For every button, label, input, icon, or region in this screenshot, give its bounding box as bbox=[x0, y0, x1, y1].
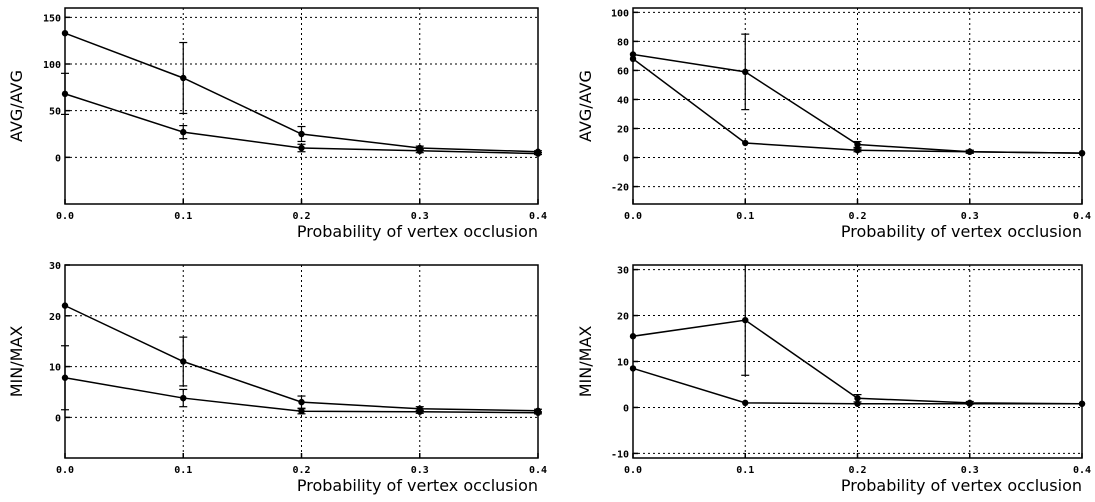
x-tick-label: 0.1 bbox=[174, 211, 192, 222]
data-point bbox=[180, 74, 187, 82]
x-axis-label: Probability of vertex occlusion bbox=[841, 476, 1082, 495]
x-tick-label: 0.0 bbox=[624, 465, 642, 476]
x-tick-label: 0.2 bbox=[848, 211, 866, 222]
y-tick-label: 10 bbox=[49, 363, 61, 374]
x-tick-label: 0.2 bbox=[292, 465, 310, 476]
y-tick-label: 40 bbox=[617, 95, 629, 106]
data-point bbox=[416, 147, 423, 154]
x-tick-label: 0.1 bbox=[174, 465, 192, 476]
data-point bbox=[1078, 149, 1086, 157]
data-point bbox=[180, 394, 187, 402]
y-tick-label: 20 bbox=[617, 312, 629, 323]
y-tick-label: 30 bbox=[617, 266, 629, 277]
x-tick-label: 0.3 bbox=[411, 465, 429, 476]
chart-panel: 0.0 0.1 0.2 0.3 0.4 0 50 100 150 Probability of v… bbox=[7, 7, 547, 241]
y-axis-label: AVG/AVG bbox=[576, 70, 595, 142]
y-tick-label: 0 bbox=[55, 413, 61, 424]
y-tick-label: 30 bbox=[49, 261, 61, 272]
y-axis-label: MIN/MAX bbox=[576, 326, 595, 398]
x-tick-label: 0.3 bbox=[961, 211, 979, 222]
x-axis-label: Probability of vertex occlusion bbox=[297, 222, 538, 241]
y-tick-label: 0 bbox=[623, 154, 629, 165]
y-tick-label: 80 bbox=[617, 37, 629, 48]
y-tick-label: 0 bbox=[55, 153, 61, 164]
y-tick-label: 10 bbox=[617, 358, 629, 369]
data-point bbox=[298, 408, 305, 415]
data-point bbox=[629, 333, 637, 340]
x-tick-label: 0.2 bbox=[292, 211, 310, 222]
x-tick-label: 0.4 bbox=[529, 211, 547, 222]
x-tick-label: 0.3 bbox=[961, 465, 979, 476]
chart-panel: 0.0 0.1 0.2 0.3 0.4 -10 0 10 20 30 Probability of … bbox=[576, 264, 1091, 495]
x-tick-label: 0.0 bbox=[56, 465, 74, 476]
data-point bbox=[742, 316, 749, 324]
data-point bbox=[416, 408, 423, 415]
y-tick-label: 100 bbox=[43, 60, 61, 71]
data-point bbox=[854, 395, 861, 402]
x-tick-label: 0.4 bbox=[1073, 211, 1091, 222]
data-point bbox=[854, 141, 861, 148]
x-tick-label: 0.3 bbox=[411, 211, 429, 222]
x-axis-label: Probability of vertex occlusion bbox=[297, 476, 538, 495]
data-point bbox=[534, 150, 542, 157]
y-axis-label: AVG/AVG bbox=[7, 70, 26, 142]
data-point bbox=[61, 302, 69, 309]
y-tick-label: -20 bbox=[611, 183, 629, 194]
y-tick-label: 20 bbox=[49, 312, 61, 323]
data-point bbox=[854, 400, 861, 407]
y-tick-label: 50 bbox=[49, 107, 61, 118]
x-tick-label: 0.1 bbox=[736, 465, 754, 476]
x-tick-label: 0.0 bbox=[624, 211, 642, 222]
data-point bbox=[966, 400, 973, 407]
data-point bbox=[298, 144, 305, 152]
data-point bbox=[742, 139, 749, 147]
y-tick-label: 0 bbox=[623, 403, 629, 414]
x-tick-label: 0.4 bbox=[529, 465, 547, 476]
data-point bbox=[534, 409, 542, 416]
y-tick-label: 20 bbox=[617, 125, 629, 136]
y-axis-label: MIN/MAX bbox=[7, 326, 26, 398]
x-tick-label: 0.4 bbox=[1073, 465, 1091, 476]
y-tick-label: 60 bbox=[617, 66, 629, 77]
chart-panel: 0.0 0.1 0.2 0.3 0.4 -20 0 20 40 60 80 100 Probabilit… bbox=[576, 7, 1091, 241]
x-tick-label: 0.2 bbox=[848, 465, 866, 476]
data-point bbox=[742, 399, 749, 407]
data-point bbox=[180, 358, 187, 365]
x-tick-label: 0.1 bbox=[736, 211, 754, 222]
data-point bbox=[966, 148, 973, 155]
data-point bbox=[629, 365, 637, 372]
x-tick-label: 0.0 bbox=[56, 211, 74, 222]
chart-panel: 0.0 0.1 0.2 0.3 0.4 0 10 20 30 Probability of ver… bbox=[7, 261, 547, 495]
data-point bbox=[180, 128, 187, 136]
x-axis-label: Probability of vertex occlusion bbox=[841, 222, 1082, 241]
data-point bbox=[298, 398, 305, 406]
data-point bbox=[298, 130, 305, 138]
data-point bbox=[742, 68, 749, 76]
data-point bbox=[1078, 400, 1086, 407]
data-point bbox=[61, 90, 69, 98]
data-point bbox=[629, 55, 637, 63]
data-point bbox=[854, 147, 861, 154]
y-tick-label: -10 bbox=[611, 449, 629, 460]
data-point bbox=[61, 30, 69, 37]
data-point bbox=[61, 374, 69, 381]
y-tick-label: 150 bbox=[43, 13, 61, 24]
y-tick-label: 100 bbox=[611, 8, 629, 19]
